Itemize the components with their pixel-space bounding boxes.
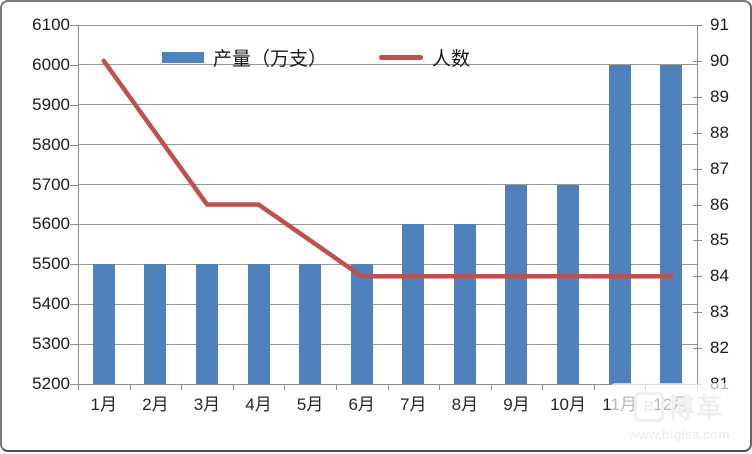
left-axis-tick (70, 384, 78, 385)
x-axis-label-2月: 2月 (142, 395, 169, 414)
bar-3月 (195, 264, 218, 384)
x-axis-label-1月: 1月 (90, 395, 118, 414)
watermark-logo-row: B 博革 (633, 388, 724, 425)
bar-10月 (557, 184, 580, 384)
right-axis-tick-label: 89 (710, 86, 729, 106)
right-axis-tick-label: 86 (710, 194, 729, 214)
watermark: B 博革 www.biglss.com (611, 383, 747, 447)
bar-9月 (505, 184, 528, 384)
left-axis-tick (70, 64, 78, 66)
x-axis-label-3月: 3月 (193, 395, 221, 414)
right-axis-tick-label: 83 (710, 302, 729, 322)
line-series-swatch (379, 55, 424, 60)
gridline (78, 263, 697, 265)
watermark-brand-text: 博革 (667, 393, 724, 423)
left-axis-tick-label: 6000 (32, 54, 70, 74)
x-axis-tick (78, 384, 79, 390)
x-axis-label-5月: 5月 (296, 395, 324, 414)
right-axis-tick-label: 87 (710, 158, 729, 178)
left-axis-tick-label: 5700 (32, 174, 70, 194)
left-axis-tick (70, 304, 78, 306)
x-axis-label-10月: 10月 (550, 395, 586, 414)
left-axis-tick (70, 25, 78, 26)
x-axis-tick (181, 384, 183, 390)
bar-11月 (608, 64, 631, 384)
left-axis-tick (70, 184, 78, 186)
bar-1月 (92, 264, 115, 384)
left-axis-tick (70, 344, 78, 346)
right-axis-tick-label: 91 (710, 15, 729, 34)
watermark-logo-icon: B (633, 391, 664, 422)
left-axis-tick (70, 144, 78, 146)
right-axis-tick-label: 90 (710, 50, 729, 70)
gridline (78, 104, 697, 106)
gridline (78, 223, 697, 225)
left-axis-tick (70, 224, 78, 226)
y-axis-right (697, 25, 698, 384)
x-axis-tick (490, 384, 492, 390)
gridline (78, 64, 697, 66)
left-axis-tick-label: 5500 (32, 254, 70, 274)
x-axis-tick (439, 384, 441, 390)
bar-8月 (453, 224, 476, 384)
left-axis-tick-label: 5300 (32, 334, 70, 354)
left-axis-tick-label: 5400 (32, 294, 70, 314)
legend-item-headcount: 人数 (379, 44, 470, 71)
line-series-path (101, 58, 674, 279)
bar-2月 (144, 264, 167, 384)
gridline (78, 24, 697, 26)
bar-series-swatch (162, 52, 204, 63)
right-axis-tick-label: 84 (710, 266, 729, 286)
legend-item-production: 产量（万支） (162, 44, 327, 71)
x-axis-tick (335, 384, 337, 390)
right-axis-tick-label: 82 (710, 338, 729, 358)
bar-4月 (247, 264, 270, 384)
gridline (78, 303, 697, 305)
x-axis-label-8月: 8月 (451, 395, 479, 414)
left-axis-tick (70, 104, 78, 106)
left-axis-tick-label: 5900 (32, 94, 70, 114)
bar-12月 (660, 64, 683, 384)
x-axis-label-9月: 9月 (503, 395, 530, 414)
x-axis-tick (593, 384, 595, 390)
legend: 产量（万支） 人数 (162, 44, 470, 71)
gridline (78, 144, 697, 146)
left-axis-tick-label: 5200 (32, 374, 70, 393)
left-axis-tick-label: 5600 (32, 214, 70, 234)
x-axis-tick (232, 384, 234, 390)
legend-label-headcount: 人数 (432, 49, 471, 70)
watermark-url: www.biglss.com (628, 427, 730, 442)
left-axis-tick-label: 5800 (32, 134, 70, 154)
legend-label-production: 产量（万支） (213, 49, 328, 70)
bar-5月 (299, 264, 322, 384)
gridline (78, 343, 697, 345)
right-axis-tick-label: 85 (710, 230, 729, 250)
x-axis-label-6月: 6月 (348, 395, 375, 414)
bar-6月 (350, 264, 373, 384)
left-axis-tick-label: 6100 (32, 15, 70, 34)
x-axis-label-4月: 4月 (245, 395, 272, 414)
right-axis-tick-label: 88 (710, 122, 729, 142)
x-axis-tick (129, 384, 131, 390)
bar-7月 (402, 224, 425, 384)
x-axis-tick (542, 384, 544, 390)
x-axis-tick (284, 384, 286, 390)
x-axis-tick (387, 384, 389, 390)
gridline (78, 184, 697, 186)
y-axis-left (78, 25, 79, 390)
x-axis-label-7月: 7月 (400, 395, 427, 414)
left-axis-tick (70, 264, 78, 266)
